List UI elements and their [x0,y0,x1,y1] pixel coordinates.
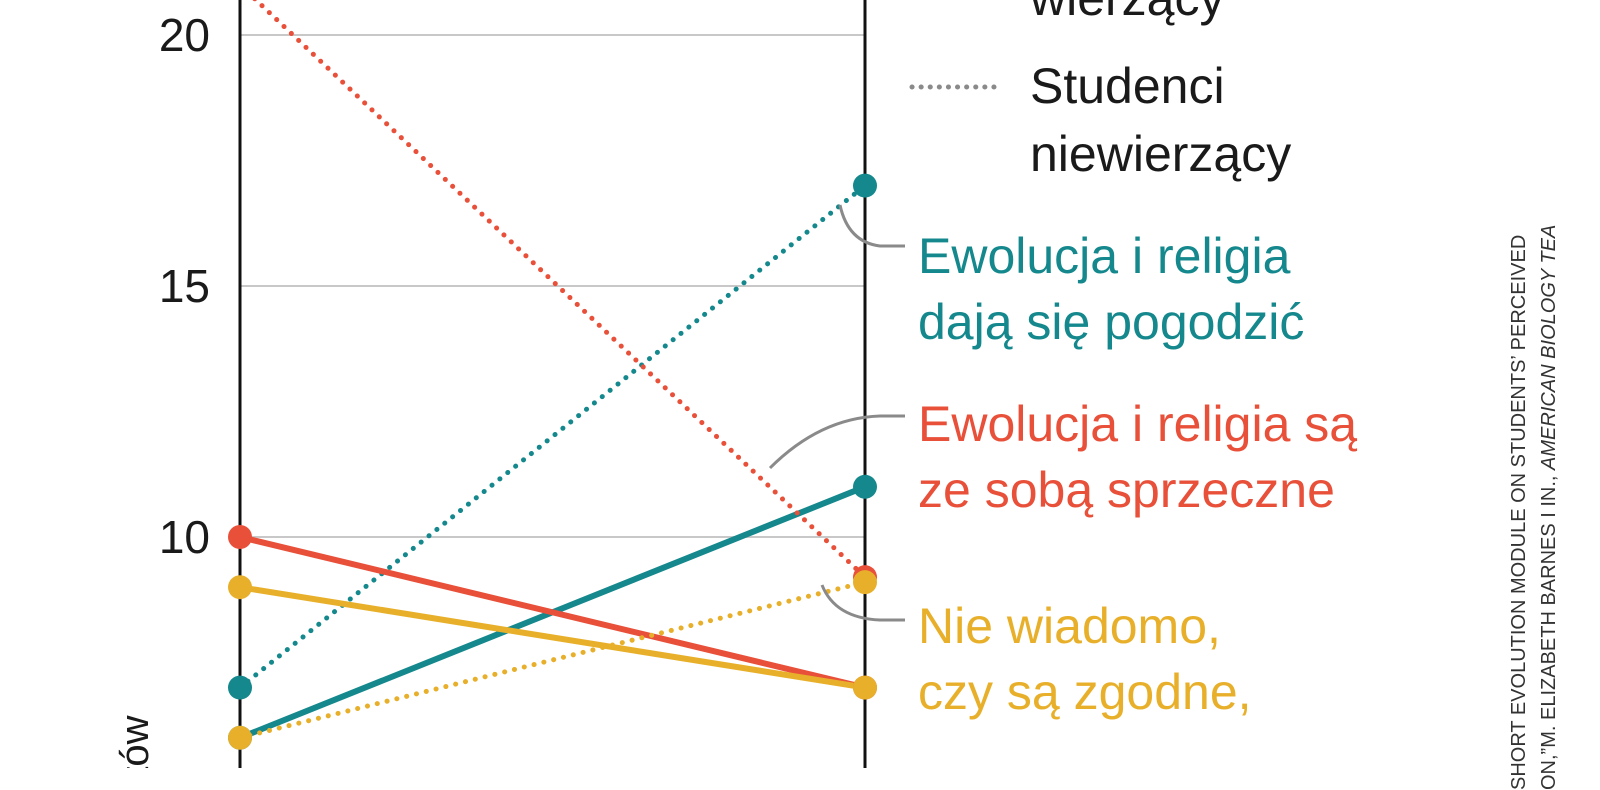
y-tick-15: 15 [159,260,210,312]
legend-nonbelievers-line2: niewierzący [1030,126,1292,182]
point-1-start [228,675,252,700]
point-1-end [853,173,877,198]
leader-2 [820,584,905,622]
axes [238,0,867,768]
annotation-reconcilable: Ewolucja i religia dają się pogodzić [918,228,1305,350]
leader-0 [838,204,905,248]
series-line-5 [237,579,868,741]
gridlines [240,34,865,538]
y-tick-labels: 10 15 20 [159,9,210,563]
annotation-leaders [768,204,905,622]
source-line-1: SHORT EVOLUTION MODULE ON STUDENTS’ PERC… [1508,234,1530,790]
series-line-2 [237,534,868,691]
legend-entry-nonbelievers: Studenci niewierzący [1030,56,1291,184]
legend-entry-believers: wierzący [1030,0,1224,28]
legend-nonbelievers-line1: Studenci [1030,58,1225,114]
series-line-3 [252,0,868,580]
series-lines [237,0,868,741]
series-line-4 [237,584,868,691]
y-tick-10: 10 [159,511,210,563]
leader-1 [768,414,905,470]
source-line-2: ON,”M. ELIZABETH BARNES I IN., AMERICAN … [1538,224,1560,790]
point-4-end [853,675,877,700]
y-tick-20: 20 [159,9,210,61]
point-5-start [228,725,252,750]
point-0-end [853,474,877,499]
line-chart: 10 15 20 ntów [113,0,1001,768]
point-2-start [228,525,252,549]
y-axis-label: ntów [113,715,157,768]
annotation-unknown: Nie wiadomo, czy są zgodne, [918,598,1252,720]
point-5-end [853,570,877,595]
point-4-start [228,575,252,600]
data-points [228,173,877,750]
annotation-contradictory: Ewolucja i religia są ze sobą sprzeczne [918,396,1358,518]
